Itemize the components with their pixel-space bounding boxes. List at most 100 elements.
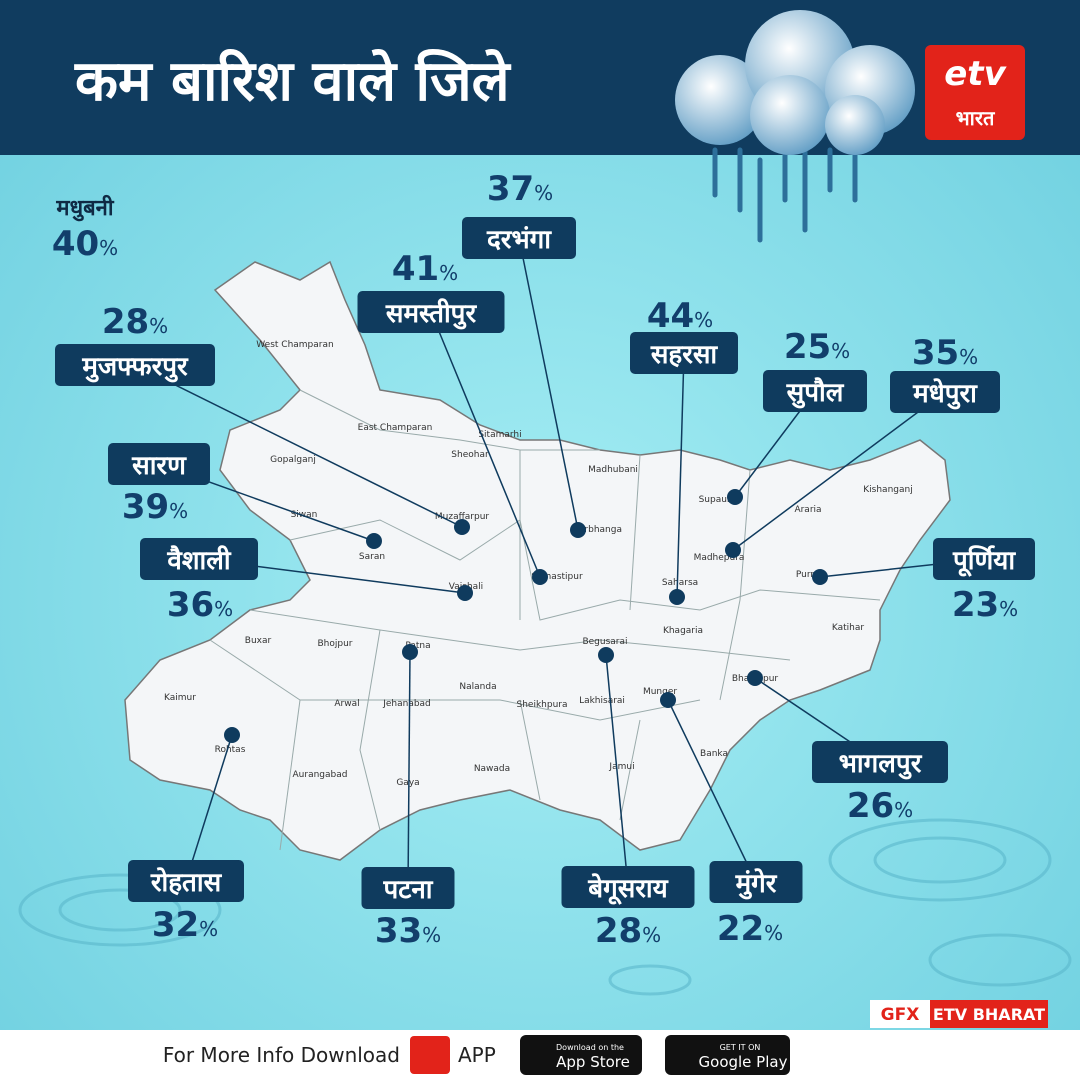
unit: % <box>149 314 168 338</box>
map-label: West Champaran <box>256 340 333 350</box>
map-label: Samastipur <box>531 572 583 582</box>
value: 39 <box>122 487 169 527</box>
map-label: Sitamarhi <box>478 430 521 440</box>
value: 28 <box>595 911 642 951</box>
map-label: Jehanabad <box>382 699 431 709</box>
unit: % <box>642 923 661 947</box>
leader-line <box>732 391 946 551</box>
district-name: रोहतास <box>150 867 223 898</box>
pin <box>747 670 763 686</box>
unit: % <box>694 308 713 332</box>
app-store-label: App Store <box>556 1053 630 1071</box>
map-label: Saharsa <box>662 578 698 588</box>
map-label: Begusarai <box>582 637 627 647</box>
map-label: Araria <box>794 505 821 515</box>
value: 33 <box>375 911 422 951</box>
google-play-button[interactable] <box>665 1035 790 1075</box>
district-value: 33% <box>375 911 441 951</box>
map-label: Arwal <box>334 699 359 709</box>
district-value: 37% <box>487 169 553 209</box>
district-value: 41% <box>392 249 458 289</box>
credit-badge <box>930 1000 1048 1028</box>
logo <box>925 45 1025 140</box>
district-value: 26% <box>847 786 913 826</box>
district-value: 39% <box>122 487 188 527</box>
cloud <box>675 10 915 243</box>
map-label: Munger <box>643 687 677 697</box>
label-box <box>630 332 738 374</box>
value: 36 <box>167 585 214 625</box>
district-value: 22% <box>717 909 783 949</box>
credit-prefix: GFX <box>881 1005 920 1025</box>
pin <box>727 489 743 505</box>
download-text: For More Info Download <box>163 1043 400 1067</box>
map-label: Madhubani <box>588 465 638 475</box>
map-label: Lakhisarai <box>579 696 625 706</box>
pin <box>532 569 548 585</box>
district-name: दरभंगा <box>486 225 552 255</box>
map-label: Saran <box>359 552 385 562</box>
district-value: 40% <box>52 224 118 264</box>
unit: % <box>422 923 441 947</box>
district-value: 28% <box>102 302 168 342</box>
value: 25 <box>784 327 831 367</box>
map-label: Khagaria <box>663 626 703 636</box>
district-name: भागलपुर <box>839 749 923 780</box>
district-name: पूर्णिया <box>952 545 1016 577</box>
credit-badge <box>870 1000 930 1028</box>
district-value: 35% <box>912 333 978 373</box>
map-label: Gopalganj <box>270 455 316 465</box>
label-box <box>108 443 210 485</box>
district-value: 25% <box>784 327 850 367</box>
unit: % <box>199 917 218 941</box>
district-name: मधेपुरा <box>912 378 978 410</box>
map-labels: West Champaran East Champaran Sitamarhi She… <box>164 340 913 788</box>
unit: % <box>831 339 850 363</box>
leader-line <box>676 352 685 598</box>
map-label: Nawada <box>474 764 510 774</box>
unit: % <box>894 798 913 822</box>
label-box <box>128 860 244 902</box>
unit: % <box>764 921 783 945</box>
ripples <box>18 818 1072 996</box>
label-box <box>140 538 258 580</box>
label-box <box>709 861 803 903</box>
district-value: 32% <box>152 905 218 945</box>
district-name: बेगूसराय <box>587 873 668 905</box>
logo-mark: etv <box>944 54 1007 94</box>
map-label: Kaimur <box>164 693 196 703</box>
map-label: Madhepura <box>694 553 745 563</box>
unit: % <box>169 499 188 523</box>
map-label: Sheohar <box>451 450 489 460</box>
pin <box>454 519 470 535</box>
app-icon[interactable] <box>410 1036 450 1074</box>
label-box <box>933 538 1035 580</box>
map-label: Kishanganj <box>863 485 912 495</box>
map-label: Patna <box>405 641 430 651</box>
logo-text: भारत <box>956 106 996 130</box>
district-name: सहरसा <box>650 340 719 370</box>
pin <box>366 533 382 549</box>
value: 37 <box>487 169 534 209</box>
value: 32 <box>152 905 199 945</box>
district-name: मुजफ्फरपुर <box>81 352 189 383</box>
app-store-button[interactable] <box>520 1035 642 1075</box>
credit: ETV BHARAT <box>933 1005 1045 1024</box>
district-name: पटना <box>382 875 433 905</box>
district-borders <box>209 389 881 851</box>
map-label: Supaul <box>699 495 730 505</box>
map-label: Buxar <box>245 636 272 646</box>
value: 41 <box>392 249 439 289</box>
unit: % <box>959 345 978 369</box>
district-value: 28% <box>595 911 661 951</box>
district-value: 36% <box>167 585 233 625</box>
map-label: Muzaffarpur <box>435 512 490 522</box>
leader-line <box>605 654 629 888</box>
value: 35 <box>912 333 959 373</box>
pin <box>660 692 676 708</box>
pin <box>725 542 741 558</box>
unit: % <box>534 181 553 205</box>
label-box <box>812 741 948 783</box>
map-label: Gaya <box>396 778 419 788</box>
label-box <box>890 371 1000 413</box>
